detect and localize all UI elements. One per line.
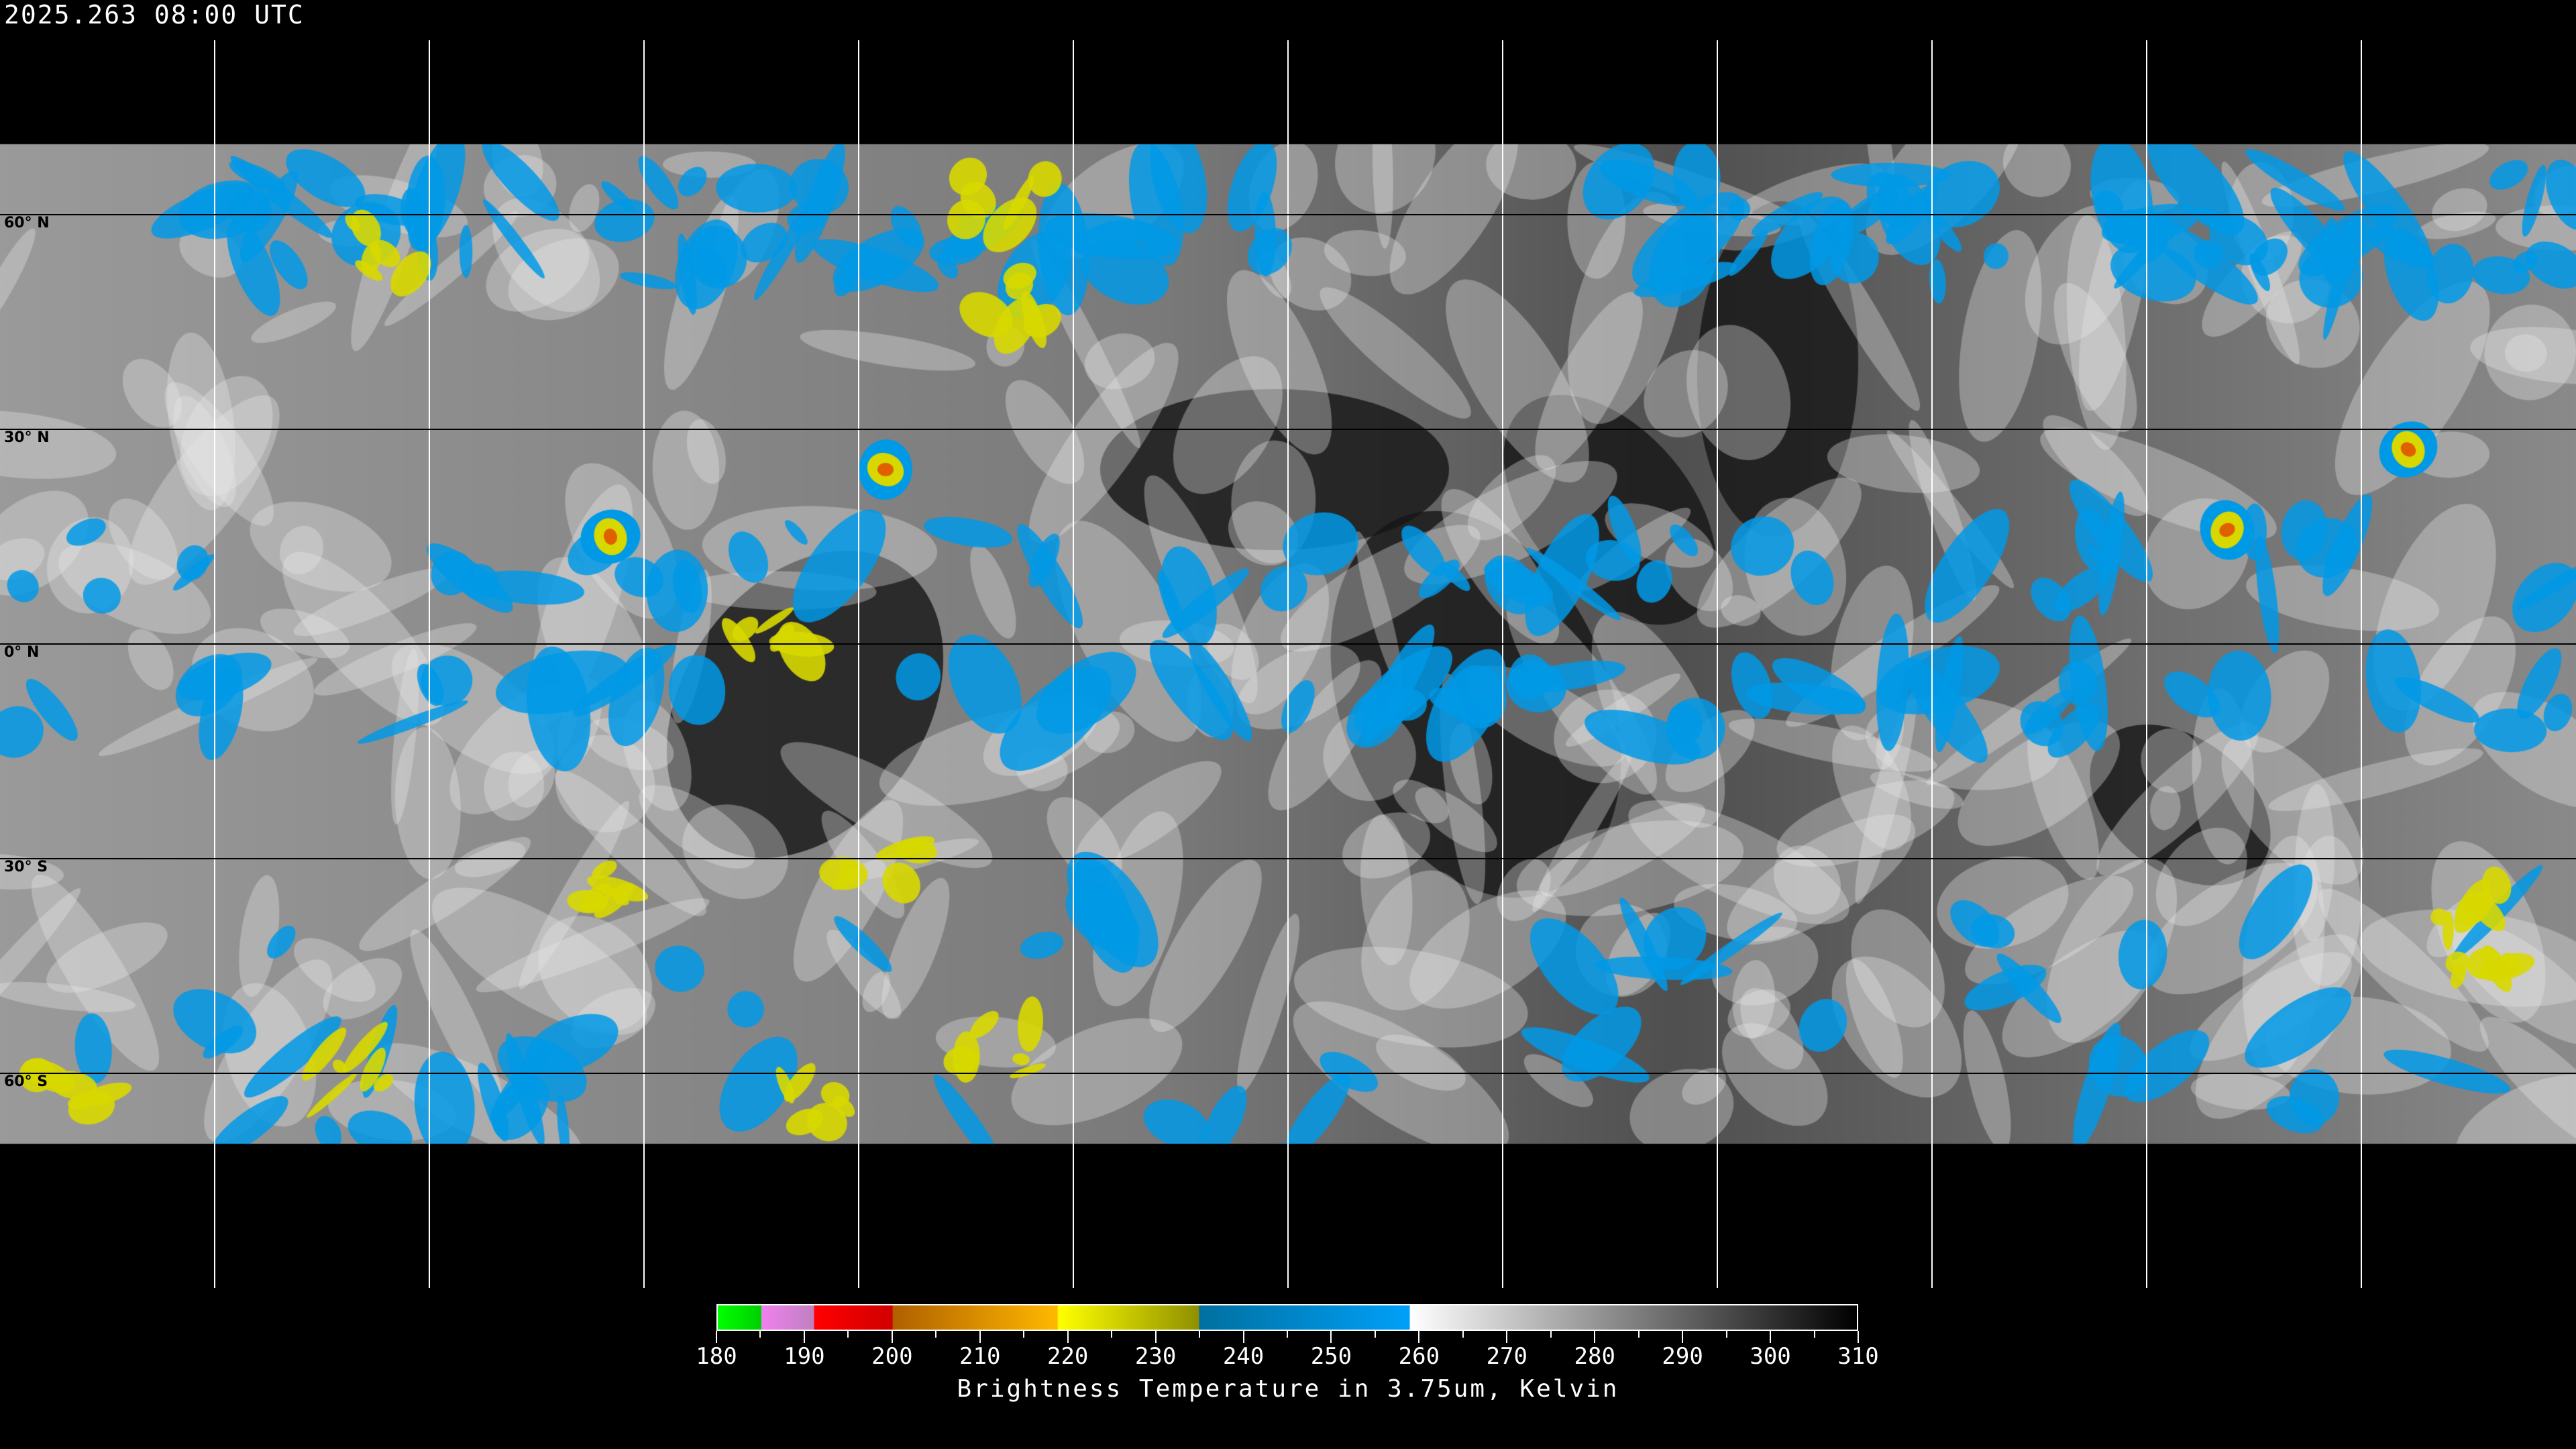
- colorbar-tick: [1374, 1331, 1376, 1338]
- colorbar-tick: [1067, 1331, 1069, 1343]
- colorbar-tick: [891, 1331, 893, 1343]
- colorbar-tick: [1813, 1331, 1815, 1338]
- lat-label-equator: 0° N: [4, 644, 40, 661]
- lat-label-60n: 60° N: [4, 215, 50, 231]
- colorbar-tick: [1111, 1331, 1113, 1338]
- colorbar-tick-label: 300: [1750, 1343, 1791, 1370]
- lat-label-60s: 60° S: [4, 1073, 48, 1090]
- colorbar-tick: [716, 1331, 717, 1343]
- colorbar-tick: [1199, 1331, 1201, 1338]
- colorbar-tick-label: 260: [1398, 1343, 1440, 1370]
- colorbar-tick-label: 200: [871, 1343, 913, 1370]
- colorbar-tick-label: 220: [1046, 1343, 1089, 1370]
- colorbar-title: Brightness Temperature in 3.75um, Kelvin: [957, 1375, 1619, 1403]
- colorbar-tick: [1550, 1331, 1552, 1338]
- colorbar-tick: [1330, 1331, 1332, 1343]
- lat-label-30s: 30° S: [4, 859, 48, 875]
- colorbar-tick-label: 250: [1310, 1343, 1352, 1370]
- colorbar-tick: [1858, 1331, 1859, 1343]
- colorbar-tick-label: 240: [1222, 1343, 1265, 1370]
- colorbar-tick: [1242, 1331, 1244, 1343]
- colorbar-tick-label: 230: [1134, 1343, 1177, 1370]
- colorbar-tick: [1462, 1331, 1464, 1338]
- colorbar-tick: [1023, 1331, 1025, 1338]
- colorbar-tick: [1155, 1331, 1157, 1343]
- colorbar-tick: [1287, 1331, 1288, 1338]
- colorbar-tick-label: 210: [959, 1343, 1001, 1370]
- colorbar-tick-label: 180: [696, 1343, 737, 1370]
- colorbar-tick: [1594, 1331, 1596, 1343]
- colorbar: [716, 1304, 1858, 1331]
- colorbar-tick-label: 280: [1574, 1343, 1615, 1370]
- colorbar-tick: [1725, 1331, 1727, 1338]
- colorbar-tick: [1506, 1331, 1508, 1343]
- lat-label-30n: 30° N: [4, 429, 50, 446]
- colorbar-tick-label: 270: [1486, 1343, 1527, 1370]
- colorbar-tick: [759, 1331, 761, 1338]
- colorbar-tick: [1638, 1331, 1640, 1338]
- colorbar-tick: [979, 1331, 981, 1343]
- colorbar-tick: [935, 1331, 937, 1338]
- colorbar-tick: [1682, 1331, 1684, 1343]
- colorbar-tick-label: 190: [784, 1343, 825, 1370]
- colorbar-tick: [847, 1331, 849, 1338]
- colorbar-tick: [803, 1331, 805, 1343]
- colorbar-tick: [1770, 1331, 1772, 1343]
- timestamp-title: 2025.263 08:00 UTC: [4, 0, 305, 30]
- colorbar-tick: [1418, 1331, 1420, 1343]
- colorbar-tick-label: 290: [1662, 1343, 1703, 1370]
- colorbar-tick-label: 310: [1837, 1343, 1879, 1370]
- graticule: [214, 40, 2362, 1288]
- satellite-map: 2025.263 08:00 UTC 60° N 30° N 0° N 30° …: [0, 0, 2576, 1288]
